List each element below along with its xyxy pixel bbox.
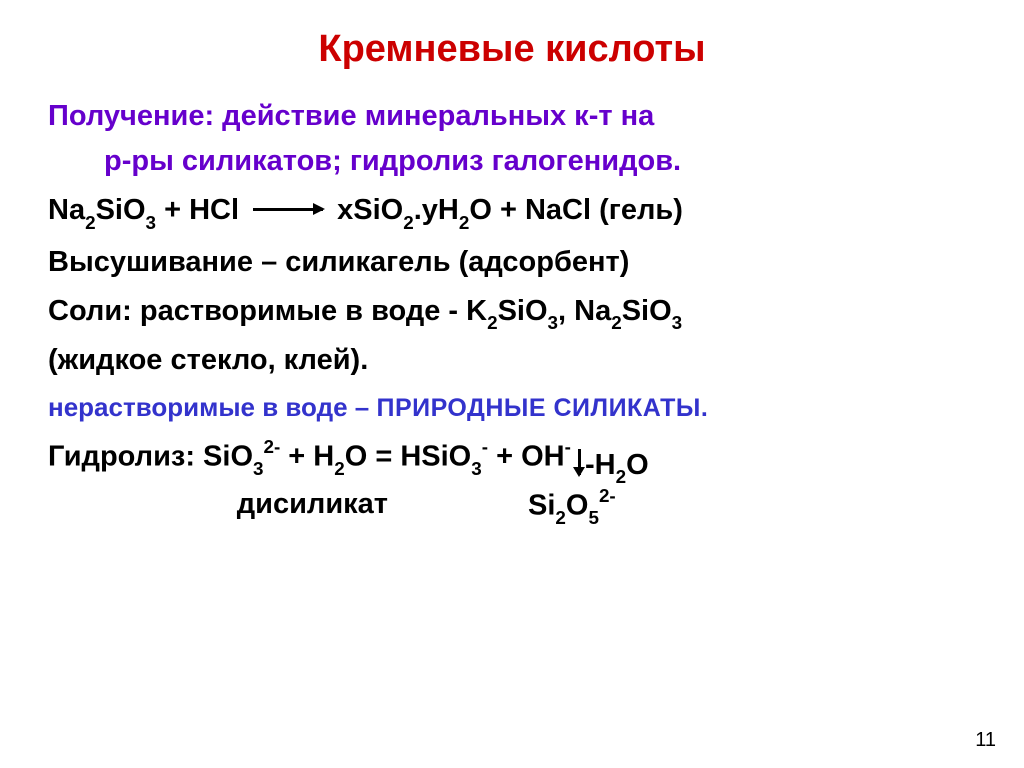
disilicate-formula: Si2O52- [408, 485, 976, 528]
drying-line: Высушивание – силикагель (адсорбент) [48, 243, 976, 282]
water-loss-annotation: -H2O [578, 449, 649, 486]
preparation-line-2: р-ры силикатов; гидролиз галогенидов. [48, 142, 976, 181]
slide-container: Кремневые кислоты Получение: действие ми… [0, 0, 1024, 768]
plus-hcl: + HCl [164, 194, 247, 226]
insoluble-line: нерастворимые в воде – ПРИРОДНЫЕ СИЛИКАТ… [48, 390, 976, 426]
page-number: 11 [975, 729, 996, 752]
slide-title: Кремневые кислоты [48, 28, 976, 71]
reaction-line: Na2SiO3 + HCl xSiO2.yH2O + NaCl (гель) [48, 191, 976, 232]
reagent-na2sio3: Na2SiO3 [48, 194, 164, 226]
hydrolysis-line: Гидролиз: SiO32- + H2O = HSiO3- + OH- [48, 436, 976, 479]
disilicate-label: дисиликат [48, 485, 408, 524]
insoluble-prefix: нерастворимые в воде – [48, 392, 376, 422]
natural-silicates-caps: ПРИРОДНЫЕ СИЛИКАТЫ. [376, 394, 708, 422]
down-arrow-icon [578, 449, 581, 475]
salts-line: Соли: растворимые в воде - K2SiO3, Na2Si… [48, 292, 976, 333]
glass-line: (жидкое стекло, клей). [48, 341, 976, 380]
disilicate-row: дисиликат -H2O Si2O52- [48, 485, 976, 534]
product-gel: xSiO2.yH2O + NaCl (гель) [329, 194, 683, 226]
reaction-arrow-icon [253, 208, 323, 211]
preparation-line-1: Получение: действие минеральных к-т на [48, 97, 976, 136]
